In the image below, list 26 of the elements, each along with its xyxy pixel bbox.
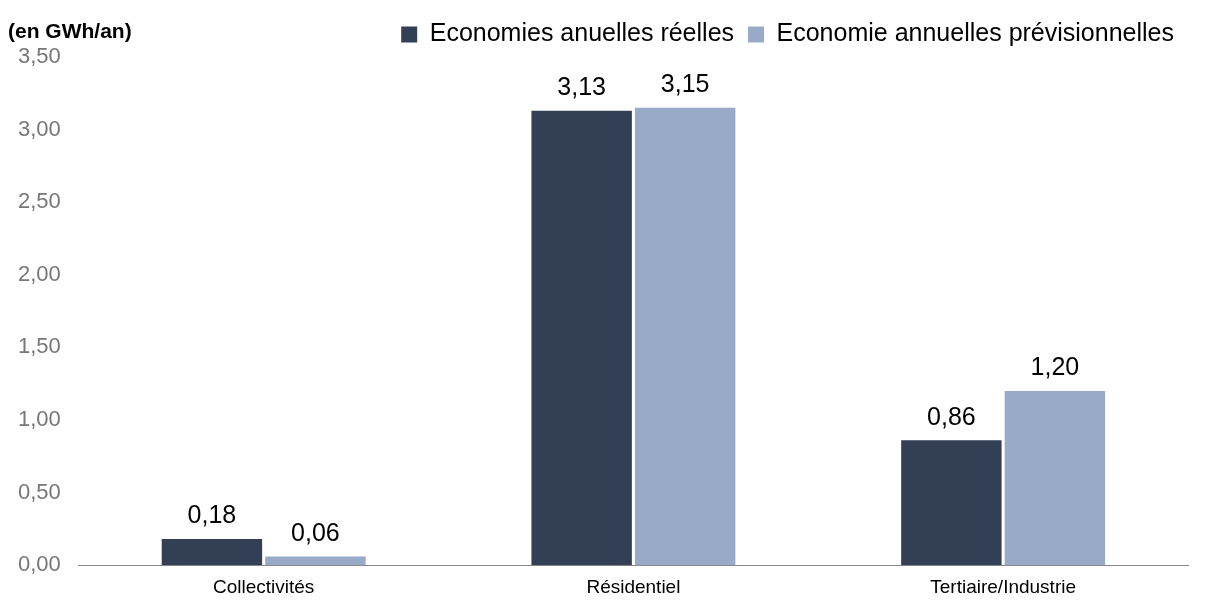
y-tick-label: 1,50 [17, 333, 61, 359]
y-tick-label: 3,50 [17, 43, 61, 69]
data-label: 0,18 [187, 500, 237, 529]
y-tick-label: 2,50 [17, 188, 61, 214]
legend-label: Economies anuelles réelles [429, 18, 735, 47]
y-tick-label: 2,00 [17, 260, 61, 286]
bar [1004, 390, 1106, 566]
data-label: 0,06 [291, 517, 340, 546]
bar [161, 539, 263, 566]
x-tick-label: Résidentiel [586, 575, 681, 597]
x-tick-label: Tertiaire/Industrie [930, 575, 1076, 597]
bar [634, 107, 736, 566]
y-tick-label: 0,50 [17, 478, 61, 504]
y-axis-title: (en GWh/an) [8, 18, 132, 42]
data-label: 3,13 [557, 72, 606, 101]
bar [531, 110, 632, 566]
data-label: 0,86 [927, 401, 976, 430]
legend-label: Economie annuelles prévisionnelles [776, 18, 1175, 47]
data-label: 1,20 [1030, 352, 1080, 381]
x-tick-label: Collectivités [212, 575, 315, 597]
bar [901, 440, 1002, 566]
y-tick-label: 3,00 [17, 115, 61, 141]
data-label: 3,15 [660, 69, 710, 98]
y-tick-label: 1,00 [17, 406, 61, 432]
y-tick-label: 0,00 [17, 551, 61, 577]
bar [265, 556, 366, 566]
